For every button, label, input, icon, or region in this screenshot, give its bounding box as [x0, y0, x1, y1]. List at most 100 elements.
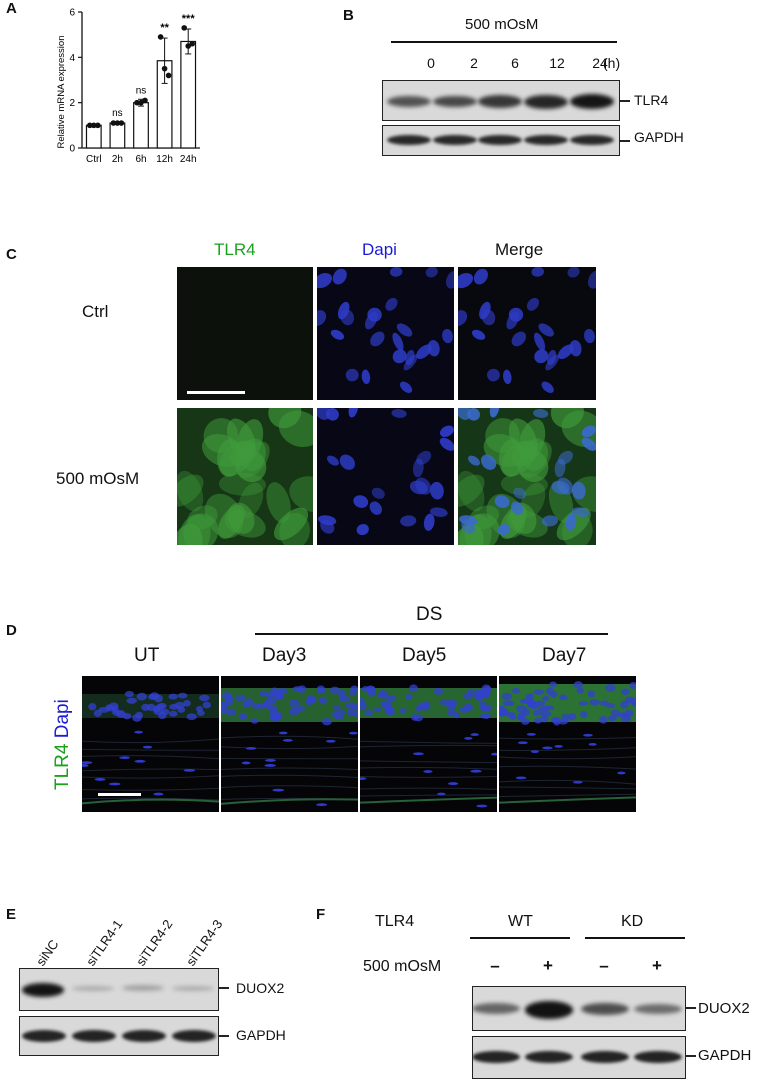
nucleus	[384, 706, 394, 714]
stromal-nucleus	[108, 782, 121, 786]
row-label-500-c: 500 mOsM	[56, 469, 140, 488]
significance-label: **	[160, 22, 169, 34]
nucleus	[399, 708, 407, 714]
stromal-nucleus	[119, 756, 131, 760]
nucleus	[154, 694, 163, 703]
data-point	[110, 120, 117, 126]
nucleus	[617, 712, 626, 718]
nucleus	[572, 481, 586, 500]
nucleus	[317, 310, 327, 326]
nucleus	[532, 709, 542, 716]
nucleus	[226, 708, 236, 717]
stromal-nucleus	[583, 733, 593, 737]
band-gapdh	[473, 1051, 520, 1063]
nucleus	[352, 711, 358, 718]
stromal-nucleus	[530, 750, 539, 753]
nucleus	[525, 693, 534, 700]
nucleus	[316, 685, 326, 692]
nucleus	[224, 698, 233, 706]
nucleus	[558, 450, 573, 465]
nucleus	[446, 702, 456, 711]
x-tick-label: 2h	[112, 154, 123, 165]
nucleus	[221, 692, 233, 699]
stromal-nucleus	[142, 745, 153, 749]
nucleus	[267, 705, 278, 712]
nucleus	[580, 710, 588, 719]
nucleus	[399, 381, 413, 394]
treatment-sign: –	[490, 956, 500, 975]
band-gapdh	[72, 1030, 116, 1042]
nucleus	[427, 340, 440, 357]
data-point	[95, 122, 101, 129]
cell-body	[226, 418, 256, 458]
time-unit-label: (h)	[603, 55, 621, 71]
nucleus	[196, 710, 205, 716]
nucleus	[543, 705, 555, 711]
bar	[133, 102, 149, 149]
nucleus	[458, 273, 474, 289]
nucleus	[442, 328, 453, 344]
stromal-nucleus	[316, 803, 328, 807]
stromal-nucleus	[134, 759, 146, 763]
stromal-nucleus	[412, 752, 424, 756]
nucleus	[526, 297, 540, 311]
col-header-tlr4-c: TLR4	[214, 240, 256, 259]
blot-marker-duox2-e	[219, 987, 229, 989]
band-duox2	[634, 1003, 682, 1014]
band-tlr4	[478, 95, 522, 108]
nucleus	[534, 332, 546, 351]
group-label-kd: KD	[621, 913, 644, 930]
bar-chart-a: Relative mRNA expression 0 2 4 6 Ctrl 2h ns 6h…	[56, 8, 200, 165]
data-point	[118, 120, 125, 126]
nucleus	[356, 524, 369, 536]
cell-body	[266, 482, 291, 523]
nucleus	[353, 495, 369, 508]
nucleus	[361, 686, 370, 693]
nucleus	[345, 702, 357, 709]
nucleus	[346, 708, 355, 717]
blot-marker-gapdh-f	[686, 1055, 696, 1057]
nucleus	[468, 455, 480, 466]
nucleus	[581, 437, 596, 451]
stromal-nucleus	[278, 731, 288, 735]
cell-body	[458, 474, 485, 507]
stroma-fiber	[499, 765, 636, 770]
data-point	[189, 40, 195, 47]
significance-label: ns	[136, 85, 147, 96]
nucleus	[318, 697, 328, 705]
stromal-nucleus	[526, 732, 536, 736]
stromal-nucleus	[82, 761, 93, 765]
scale-bar-d	[98, 793, 141, 796]
stromal-nucleus	[134, 730, 143, 734]
nucleus	[534, 349, 549, 364]
nucleus	[292, 686, 303, 692]
x-tick-label: 6h	[135, 154, 146, 165]
nucleus	[380, 700, 392, 706]
data-point	[157, 34, 164, 40]
nucleus	[405, 349, 415, 366]
stroma-fiber	[82, 787, 219, 791]
data-point	[134, 99, 140, 106]
stroma-fiber	[360, 760, 497, 764]
nucleus	[621, 715, 631, 723]
nucleus	[385, 297, 398, 311]
nucleus	[534, 717, 543, 724]
nucleus	[186, 713, 197, 721]
nucleus	[559, 694, 568, 701]
tissue-day3	[221, 676, 358, 812]
nucleus	[587, 270, 596, 289]
nucleus	[624, 709, 634, 717]
nucleus	[513, 487, 527, 499]
nucleus	[177, 692, 188, 699]
nucleus	[392, 332, 404, 351]
nucleus	[607, 715, 617, 722]
stroma-fiber	[360, 787, 497, 790]
cell-body	[458, 523, 484, 545]
row-label-tlr4-f: TLR4	[375, 913, 415, 930]
nucleus	[512, 687, 521, 694]
treatment-sign: +	[543, 956, 553, 975]
nucleus	[584, 328, 595, 344]
band-gapdh	[122, 1030, 166, 1042]
timepoint-label: 24	[592, 55, 608, 71]
tissue-day5	[360, 676, 497, 812]
